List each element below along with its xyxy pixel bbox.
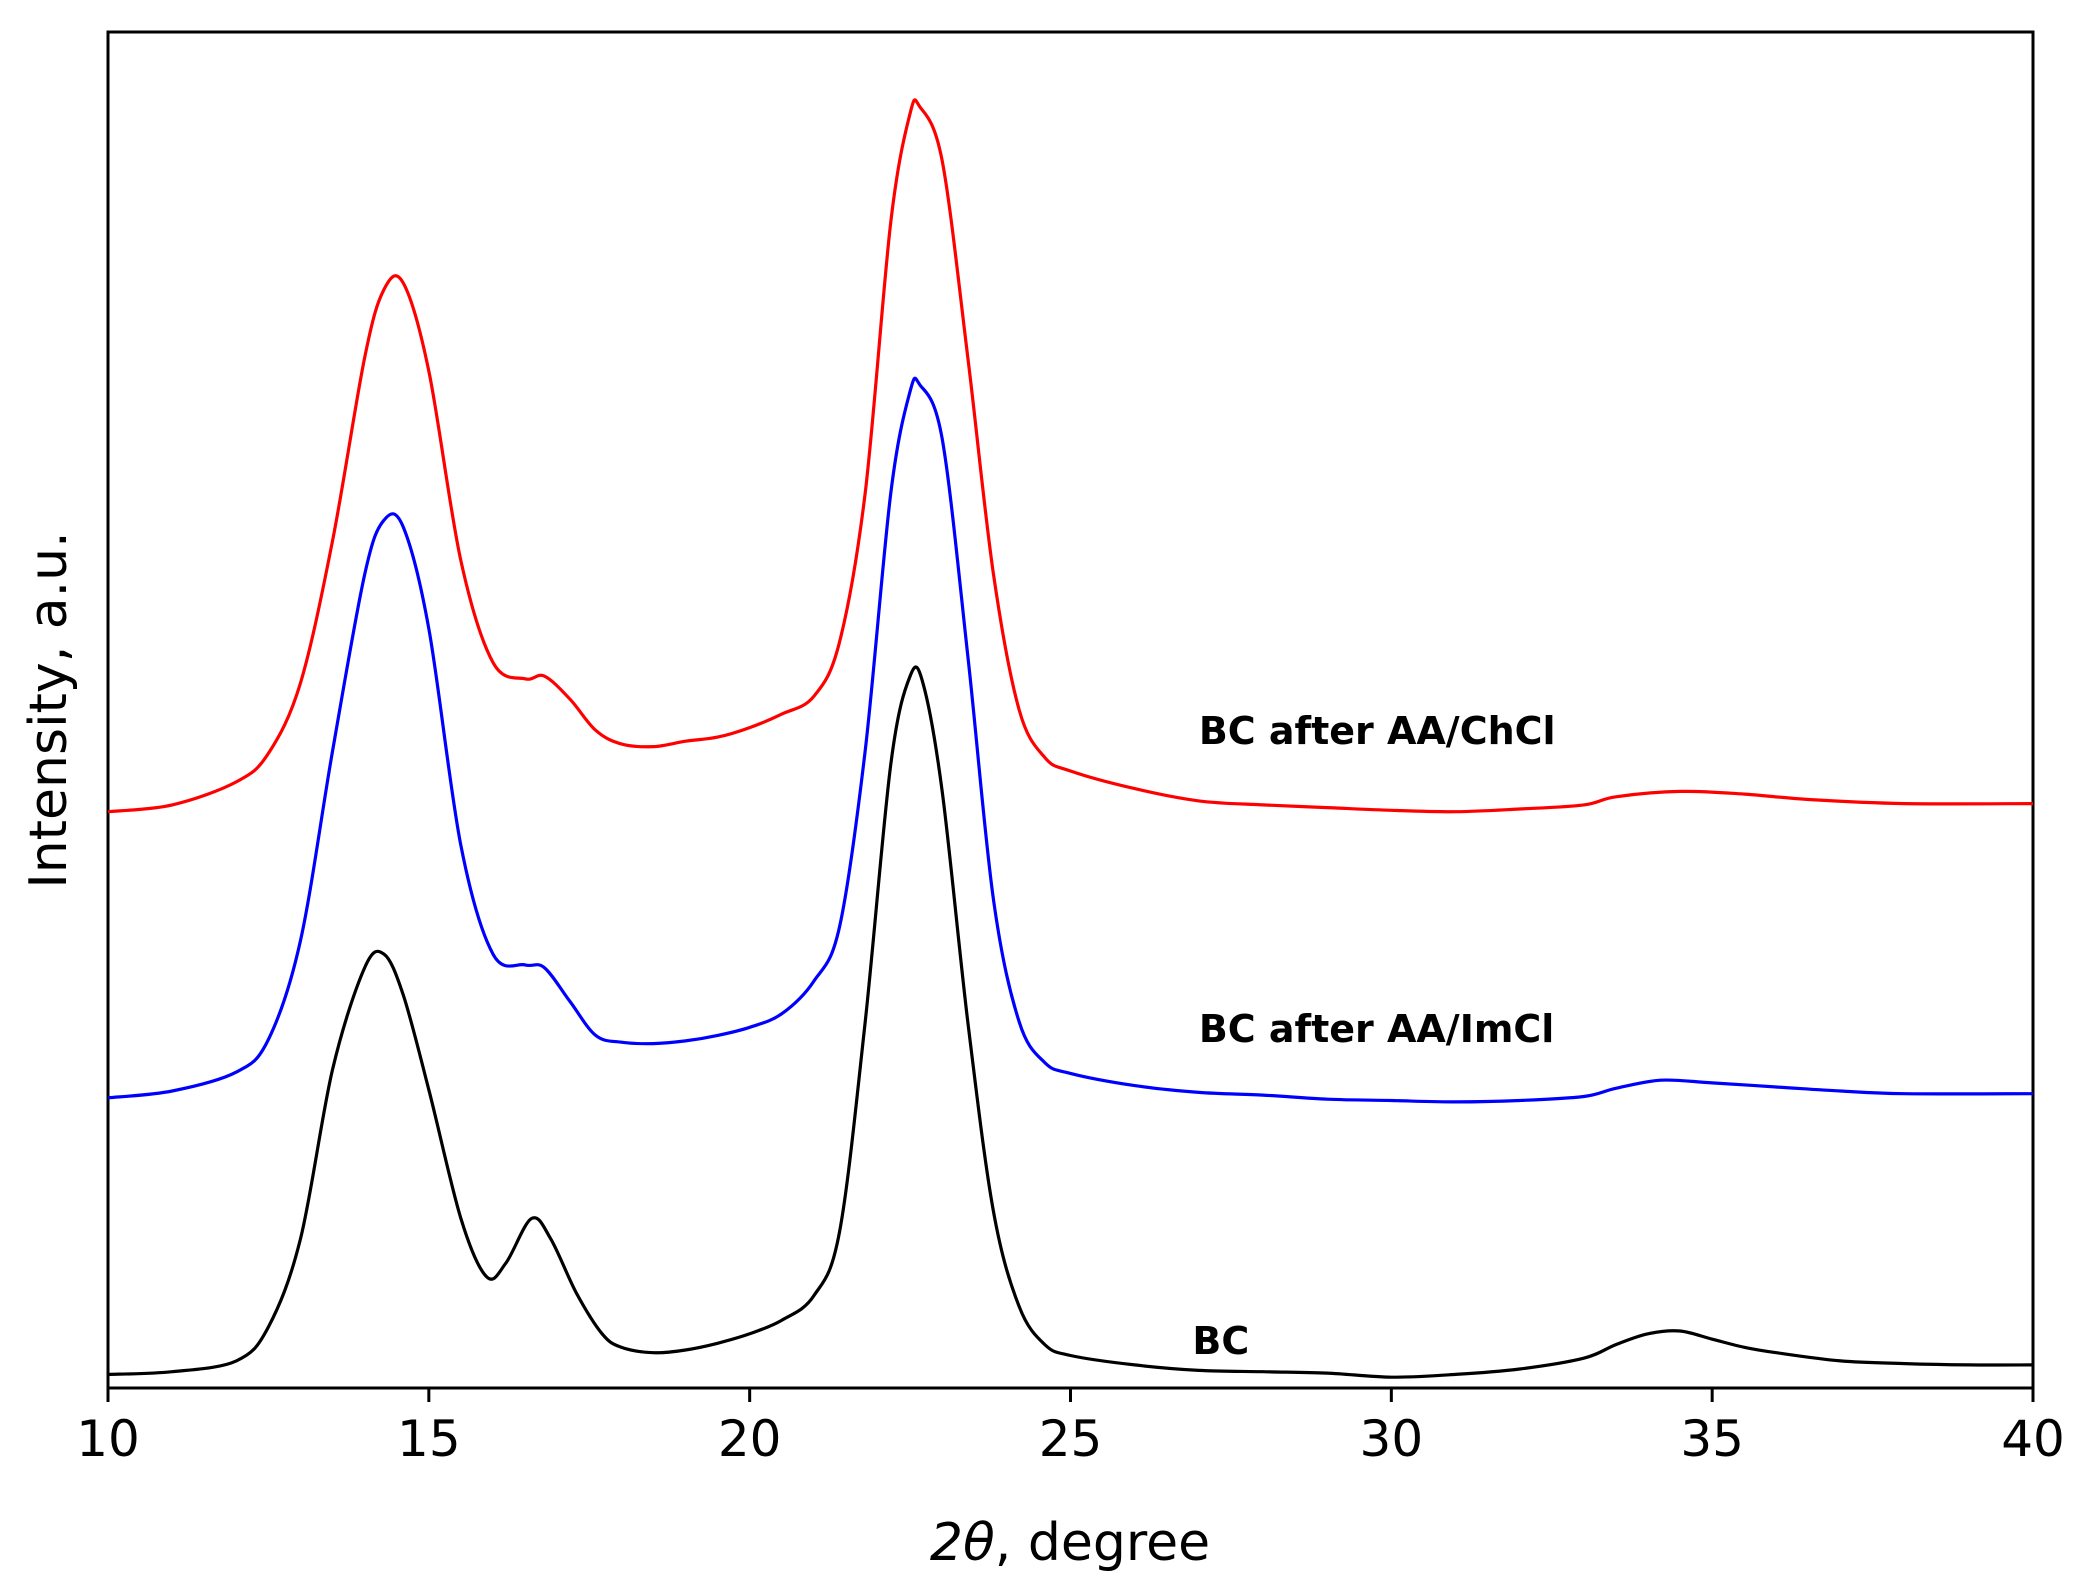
series-line-0 [107,98,2034,814]
plot-frame [106,30,2035,1390]
x-tick-label-40: 40 [2001,1410,2065,1468]
x-tick-label-25: 25 [1039,1410,1103,1468]
x-tick-label-30: 30 [1360,1410,1424,1468]
series-label-0: BC after AA/ChCl [1199,709,1556,753]
x-axis-title: 2θ, degree [930,1513,1210,1573]
x-tick-label-20: 20 [718,1410,782,1468]
series-labels: BC after AA/ChCl BC after AA/ImCl BC [1192,709,1555,1363]
series-line-1 [107,376,2034,1104]
series-label-2: BC [1192,1319,1249,1363]
x-tick-label-35: 35 [1680,1410,1744,1468]
series-line-2 [107,665,2034,1379]
x-axis-ticks: 10 15 20 25 30 35 40 [76,1388,2065,1468]
series-label-1: BC after AA/ImCl [1199,1007,1555,1051]
series-layer [107,98,2034,1379]
x-tick-label-10: 10 [76,1410,140,1468]
x-axis-title-unit: , degree [995,1513,1210,1573]
y-axis-title: Intensity, a.u. [19,531,79,888]
x-tick-label-15: 15 [397,1410,461,1468]
x-axis-title-symbol: 2θ [930,1513,995,1573]
